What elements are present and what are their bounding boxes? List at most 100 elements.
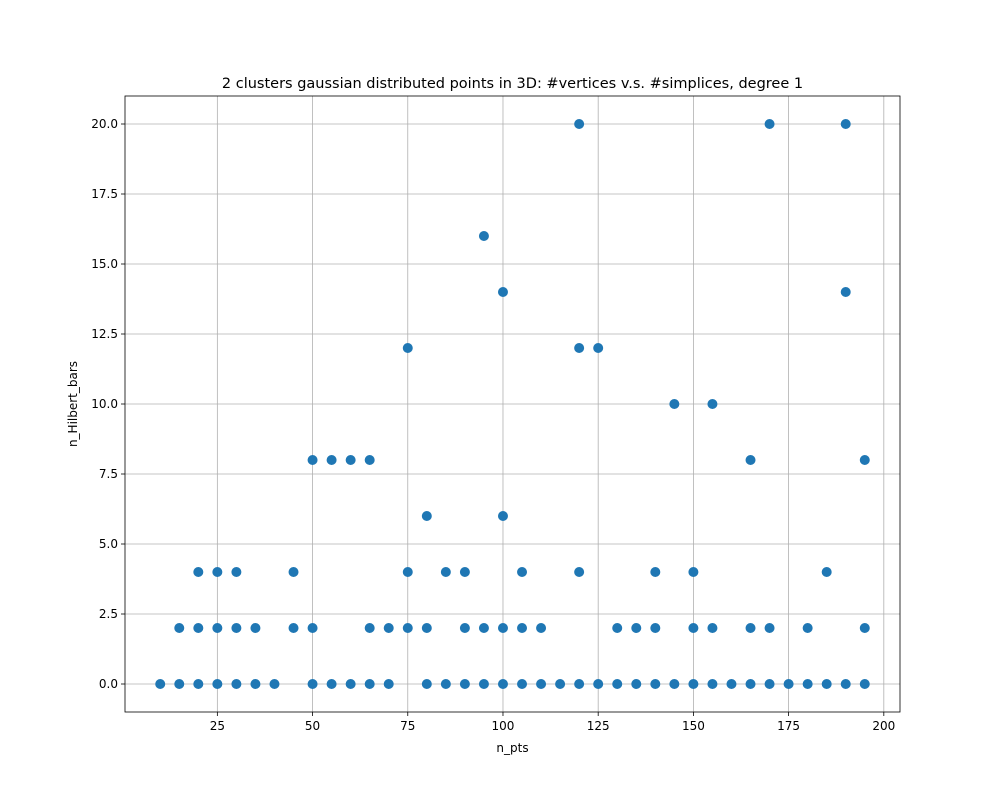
scatter-point	[631, 623, 642, 633]
x-tick-label: 200	[872, 719, 895, 733]
scatter-point	[231, 679, 242, 689]
scatter-point	[669, 399, 680, 409]
scatter-point	[288, 623, 299, 633]
scatter-point	[307, 455, 318, 465]
scatter-point	[459, 623, 470, 633]
x-tick-label: 125	[587, 719, 610, 733]
scatter-point	[593, 679, 604, 689]
scatter-point	[840, 287, 851, 297]
scatter-point	[193, 623, 204, 633]
y-tick-label: 20.0	[91, 117, 118, 131]
scatter-point	[402, 343, 413, 353]
scatter-point	[536, 623, 547, 633]
x-tick-label: 50	[305, 719, 320, 733]
scatter-point	[650, 623, 661, 633]
scatter-point	[802, 679, 813, 689]
y-tick-label: 17.5	[91, 187, 118, 201]
scatter-point	[288, 567, 299, 577]
scatter-point	[440, 679, 451, 689]
scatter-point	[478, 231, 489, 241]
x-tick-label: 25	[210, 719, 225, 733]
scatter-point	[497, 287, 508, 297]
scatter-point	[669, 679, 680, 689]
scatter-point	[497, 679, 508, 689]
scatter-point	[307, 623, 318, 633]
scatter-point	[650, 567, 661, 577]
scatter-point	[421, 679, 432, 689]
scatter-point	[821, 679, 832, 689]
scatter-point	[193, 679, 204, 689]
scatter-point	[440, 567, 451, 577]
scatter-point	[212, 623, 223, 633]
scatter-point	[402, 623, 413, 633]
scatter-point	[193, 567, 204, 577]
scatter-point	[574, 679, 585, 689]
scatter-point	[497, 511, 508, 521]
scatter-point	[631, 679, 642, 689]
scatter-point	[250, 623, 261, 633]
scatter-point	[821, 567, 832, 577]
scatter-point	[421, 511, 432, 521]
scatter-point	[364, 623, 375, 633]
scatter-point	[726, 679, 737, 689]
scatter-point	[574, 343, 585, 353]
scatter-point	[364, 679, 375, 689]
scatter-point	[478, 623, 489, 633]
scatter-point	[212, 679, 223, 689]
scatter-point	[421, 623, 432, 633]
scatter-point	[517, 567, 528, 577]
scatter-point	[745, 455, 756, 465]
y-tick-label: 5.0	[99, 537, 118, 551]
scatter-point	[574, 567, 585, 577]
scatter-point	[478, 679, 489, 689]
scatter-point	[688, 679, 699, 689]
scatter-point	[707, 623, 718, 633]
scatter-point	[745, 623, 756, 633]
scatter-point	[536, 679, 547, 689]
scatter-point	[231, 623, 242, 633]
y-tick-label: 7.5	[99, 467, 118, 481]
scatter-point	[745, 679, 756, 689]
scatter-point	[250, 679, 261, 689]
y-axis-label: n_Hilbert_bars	[66, 361, 80, 447]
scatter-point	[593, 343, 604, 353]
scatter-point	[383, 679, 394, 689]
scatter-point	[840, 679, 851, 689]
scatter-point	[650, 679, 661, 689]
scatter-point	[859, 455, 870, 465]
scatter-point	[364, 455, 375, 465]
scatter-point	[802, 623, 813, 633]
scatter-point	[212, 567, 223, 577]
scatter-point	[269, 679, 280, 689]
scatter-point	[517, 623, 528, 633]
scatter-point	[326, 679, 337, 689]
y-tick-label: 10.0	[91, 397, 118, 411]
scatter-point	[497, 623, 508, 633]
data-points	[155, 119, 870, 689]
scatter-point	[840, 119, 851, 129]
scatter-point	[859, 623, 870, 633]
y-tick-label: 12.5	[91, 327, 118, 341]
scatter-point	[345, 679, 356, 689]
scatter-point	[174, 679, 185, 689]
scatter-point	[402, 567, 413, 577]
x-axis-label: n_pts	[496, 741, 528, 755]
x-tick-label: 100	[492, 719, 515, 733]
y-tick-label: 0.0	[99, 677, 118, 691]
scatter-point	[459, 679, 470, 689]
scatter-point	[574, 119, 585, 129]
scatter-point	[231, 567, 242, 577]
scatter-point	[764, 623, 775, 633]
x-tick-label: 75	[400, 719, 415, 733]
scatter-point	[764, 679, 775, 689]
scatter-point	[174, 623, 185, 633]
scatter-point	[707, 399, 718, 409]
x-tick-label: 150	[682, 719, 705, 733]
scatter-point	[688, 567, 699, 577]
scatter-point	[783, 679, 794, 689]
scatter-point	[326, 455, 337, 465]
scatter-point	[612, 679, 623, 689]
scatter-point	[345, 455, 356, 465]
scatter-point	[555, 679, 566, 689]
